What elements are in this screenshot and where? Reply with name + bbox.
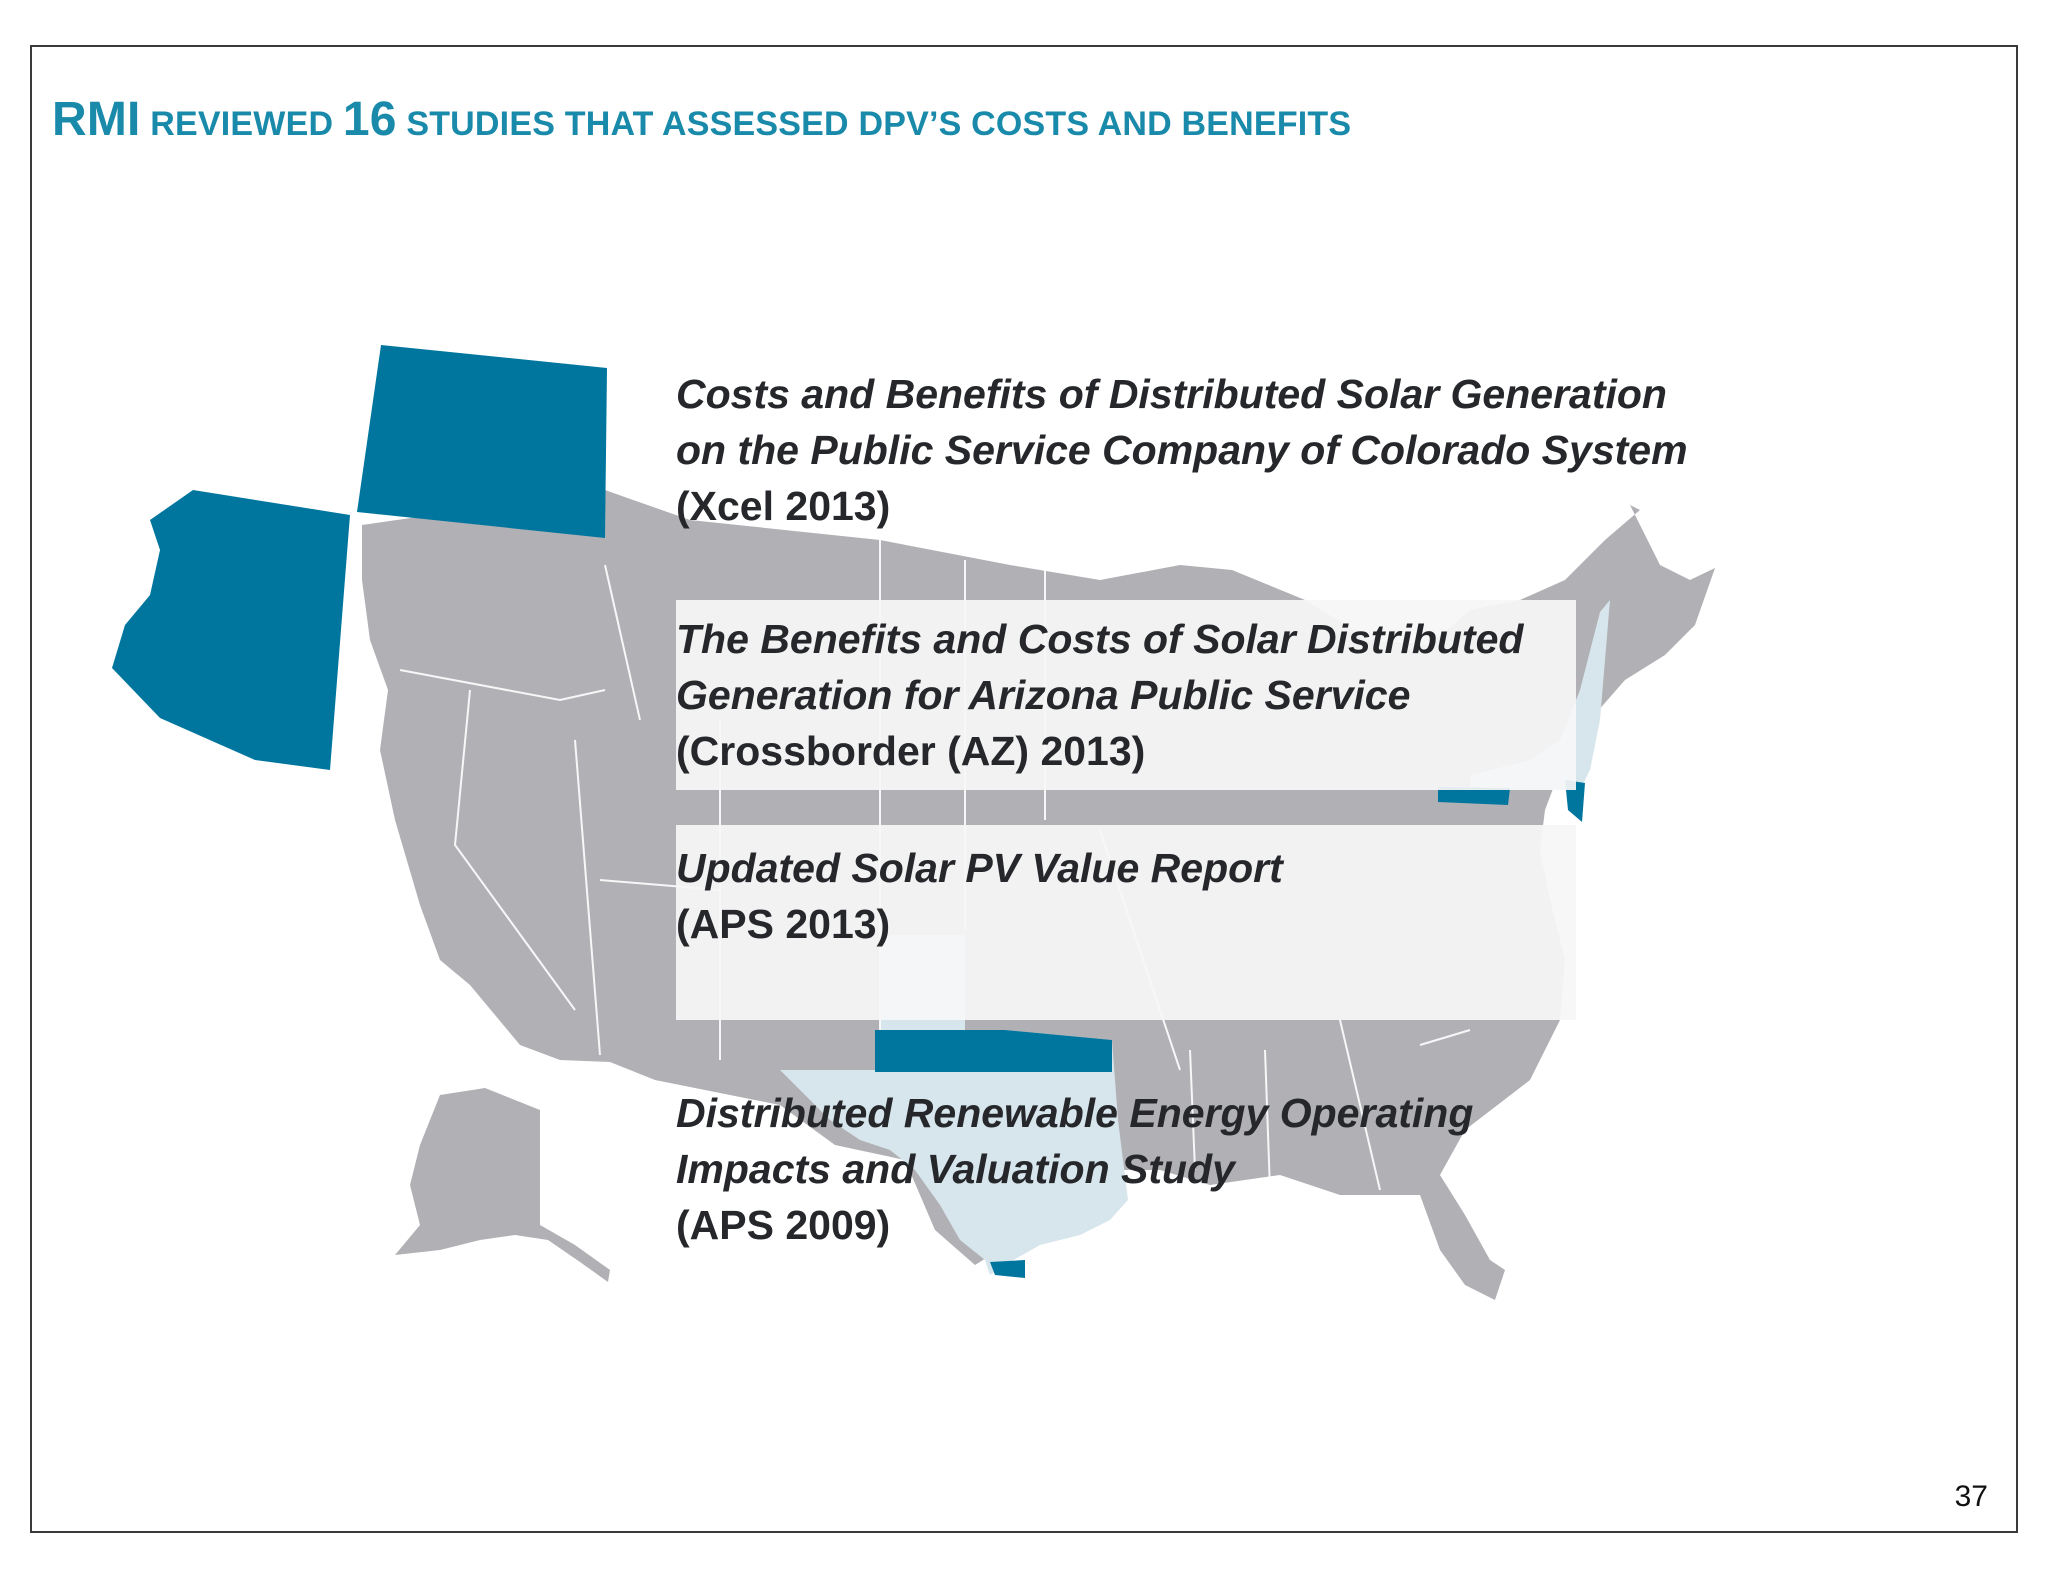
study-item-4: Distributed Renewable Energy Operating I… bbox=[676, 1085, 1946, 1253]
title-reviewed: REVIEWED bbox=[150, 105, 334, 143]
state-oklahoma-highlight bbox=[875, 1030, 1112, 1072]
state-colorado-highlight bbox=[357, 345, 607, 538]
title-rmi: RMI bbox=[52, 93, 141, 146]
study-3-citation: (APS 2013) bbox=[676, 901, 891, 947]
study-2-title-line-1: The Benefits and Costs of Solar Distribu… bbox=[676, 616, 1524, 662]
state-new-jersey-highlight bbox=[1565, 780, 1585, 822]
study-1-title-line-2: on the Public Service Company of Colorad… bbox=[676, 427, 1688, 473]
state-alaska bbox=[395, 1088, 610, 1282]
state-arizona-highlight bbox=[112, 490, 350, 770]
study-2-title-line-2: Generation for Arizona Public Service bbox=[676, 672, 1411, 718]
study-2-citation: (Crossborder (AZ) 2013) bbox=[676, 728, 1146, 774]
study-item-1: Costs and Benefits of Distributed Solar … bbox=[676, 366, 1946, 534]
study-3-title-line-1: Updated Solar PV Value Report bbox=[676, 845, 1283, 891]
page-number: 37 bbox=[1954, 1480, 1988, 1513]
study-4-citation: (APS 2009) bbox=[676, 1202, 891, 1248]
study-band-2 bbox=[676, 600, 1576, 790]
study-1-citation: (Xcel 2013) bbox=[676, 483, 891, 529]
study-item-3: Updated Solar PV Value Report (APS 2013) bbox=[676, 840, 1946, 952]
title-count: 16 bbox=[342, 93, 397, 146]
study-4-title-line-2: Impacts and Valuation Study bbox=[676, 1146, 1235, 1192]
state-texas-light bbox=[780, 1030, 1128, 1275]
study-1-title-line-1: Costs and Benefits of Distributed Solar … bbox=[676, 371, 1667, 417]
study-4-title-line-1: Distributed Renewable Energy Operating bbox=[676, 1090, 1474, 1136]
slide-title: RMI REVIEWED 16 STUDIES THAT ASSESSED DP… bbox=[52, 92, 1351, 147]
state-maryland-highlight bbox=[1438, 787, 1510, 805]
title-rest: STUDIES THAT ASSESSED DPV’S COSTS AND BE… bbox=[406, 105, 1352, 143]
state-louisiana-sliver-highlight bbox=[990, 1260, 1025, 1278]
study-item-2: The Benefits and Costs of Solar Distribu… bbox=[676, 611, 1946, 779]
study-band-3 bbox=[676, 825, 1576, 1020]
